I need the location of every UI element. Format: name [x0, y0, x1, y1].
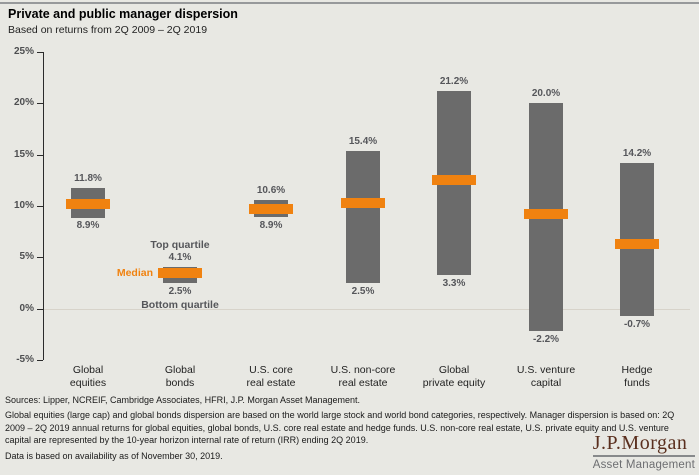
median-band-global-bonds: [158, 268, 202, 278]
median-band-global-privateequity: [432, 175, 476, 185]
y-axis-tick-label: -5%: [16, 354, 34, 365]
y-axis-tick: [37, 309, 43, 310]
y-axis-tick: [37, 52, 43, 53]
top-quartile-label-usnon-core-realestate: 15.4%: [348, 136, 378, 147]
top-quartile-label-hedge-funds: 14.2%: [622, 148, 652, 159]
x-axis-category-hedge-funds: Hedge funds: [621, 364, 653, 389]
median-band-usventure-capital: [524, 209, 568, 219]
y-axis-tick: [37, 360, 43, 361]
top-quartile-annotation: Top quartile: [150, 239, 210, 251]
x-axis-category-usnon-core-realestate: U.S. non-core real estate: [330, 364, 396, 389]
footnotes: Sources: Lipper, NCREIF, Cambridge Assoc…: [5, 394, 693, 465]
y-axis-tick-label: 25%: [13, 46, 34, 57]
x-axis-category-global-privateequity: Global private equity: [422, 364, 486, 389]
y-axis-tick-label: 20%: [13, 97, 34, 108]
x-axis-category-global-equities: Global equities: [69, 364, 107, 389]
y-axis-tick: [37, 103, 43, 104]
bottom-quartile-label-uscore-realestate: 8.9%: [259, 220, 283, 231]
page-subtitle: Based on returns from 2Q 2009 – 2Q 2019: [8, 24, 208, 36]
bottom-quartile-label-global-bonds: 2.5%: [168, 286, 192, 297]
bottom-quartile-label-global-equities: 8.9%: [76, 220, 100, 231]
zero-gridline: [44, 309, 690, 310]
median-annotation: Median: [116, 267, 153, 279]
disclosure-text: Global equities (large cap) and global b…: [5, 410, 675, 446]
page-title: Private and public manager dispersion: [8, 7, 238, 21]
range-bar-usnon-core-realestate: [346, 151, 380, 283]
median-band-global-equities: [66, 199, 110, 209]
median-band-hedge-funds: [615, 239, 659, 249]
x-axis-category-uscore-realestate: U.S. core real estate: [246, 364, 296, 389]
bottom-quartile-label-usnon-core-realestate: 2.5%: [351, 286, 375, 297]
y-axis-line: [43, 52, 44, 360]
top-rule: [0, 2, 699, 4]
x-axis-category-global-bonds: Global bonds: [164, 364, 196, 389]
y-axis-tick-label: 0%: [19, 303, 34, 314]
sources-line: Sources: Lipper, NCREIF, Cambridge Assoc…: [5, 395, 360, 405]
bottom-quartile-label-usventure-capital: -2.2%: [532, 334, 560, 345]
y-axis-tick: [37, 155, 43, 156]
y-axis-tick-label: 5%: [19, 251, 34, 262]
bottom-quartile-label-global-privateequity: 3.3%: [442, 278, 466, 289]
top-quartile-label-uscore-realestate: 10.6%: [256, 185, 286, 196]
y-axis-tick: [37, 257, 43, 258]
bottom-quartile-annotation: Bottom quartile: [141, 299, 219, 311]
asset-management-label: Asset Management: [592, 459, 695, 471]
top-quartile-label-usventure-capital: 20.0%: [531, 88, 561, 99]
median-band-usnon-core-realestate: [341, 198, 385, 208]
y-axis-tick-label: 10%: [13, 200, 34, 211]
y-axis-tick-label: 15%: [13, 149, 34, 160]
bottom-quartile-label-hedge-funds: -0.7%: [623, 319, 651, 330]
top-quartile-label-global-equities: 11.8%: [74, 173, 102, 184]
x-axis-category-usventure-capital: U.S. venture capital: [516, 364, 576, 389]
jpmorgan-wordmark: J.P.Morgan: [592, 433, 695, 457]
median-band-uscore-realestate: [249, 204, 293, 214]
availability-line: Data is based on availability as of Nove…: [5, 450, 223, 461]
top-quartile-label-global-bonds: 4.1%: [168, 252, 192, 263]
jpmorgan-logo: J.P.Morgan Asset Management: [592, 433, 695, 471]
top-quartile-label-global-privateequity: 21.2%: [439, 76, 469, 87]
y-axis-tick: [37, 206, 43, 207]
